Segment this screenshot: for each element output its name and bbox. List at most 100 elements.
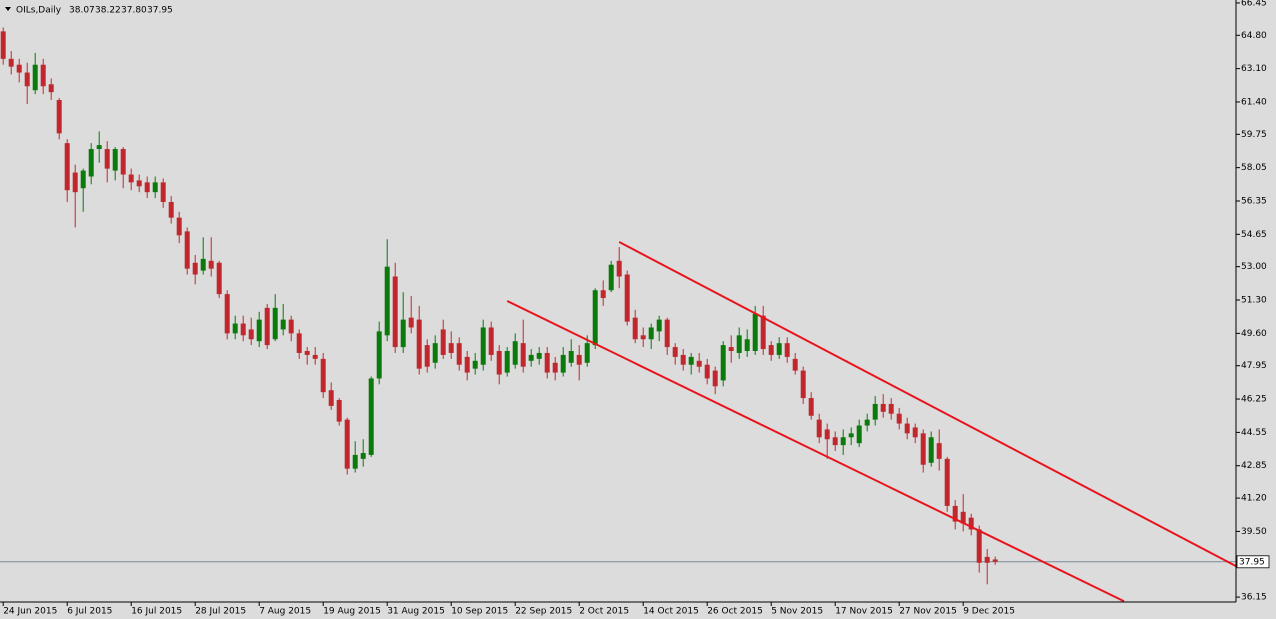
x-tick-label: 24 Jun 2015 bbox=[3, 607, 57, 617]
candle-body bbox=[320, 358, 326, 393]
candle-body bbox=[960, 511, 966, 524]
candle-body bbox=[448, 343, 454, 353]
x-tick-label: 31 Aug 2015 bbox=[387, 607, 445, 617]
candle-body bbox=[168, 201, 174, 218]
menu-triangle bbox=[5, 7, 11, 11]
candle-body bbox=[744, 339, 750, 352]
candle-body bbox=[728, 347, 734, 352]
candle-body bbox=[632, 317, 638, 340]
candle-body bbox=[848, 433, 854, 438]
candle-body bbox=[840, 437, 846, 446]
candle-body bbox=[584, 343, 590, 363]
candle-body bbox=[928, 437, 934, 463]
candle-body bbox=[304, 351, 310, 355]
candle-body bbox=[936, 443, 942, 459]
candle-body bbox=[192, 262, 198, 275]
candle-body bbox=[992, 559, 998, 562]
candle-body bbox=[640, 335, 646, 340]
candle-body bbox=[32, 64, 38, 91]
candle-body bbox=[600, 290, 606, 299]
x-tick-label: 5 Nov 2015 bbox=[771, 607, 823, 617]
plot-area bbox=[0, 27, 1237, 603]
candle-body bbox=[616, 260, 622, 277]
candle-body bbox=[296, 333, 302, 353]
y-tick-label: 46.25 bbox=[1241, 395, 1267, 405]
candle-body bbox=[720, 345, 726, 381]
candle-body bbox=[544, 352, 550, 373]
header-high: 38.22 bbox=[95, 6, 121, 16]
y-tick-label: 56.35 bbox=[1241, 196, 1267, 206]
candle-body bbox=[456, 343, 462, 365]
x-tick-label: 2 Oct 2015 bbox=[579, 607, 629, 617]
candle-body bbox=[120, 149, 126, 175]
candle-body bbox=[272, 307, 278, 340]
y-tick-label: 42.85 bbox=[1241, 461, 1267, 471]
candle-body bbox=[672, 347, 678, 357]
candle-body bbox=[232, 323, 238, 334]
candle-body bbox=[872, 403, 878, 420]
candle-body bbox=[96, 145, 102, 150]
candle-body bbox=[736, 335, 742, 353]
candle-body bbox=[760, 315, 766, 350]
candle-body bbox=[440, 329, 446, 355]
candle-body bbox=[904, 423, 910, 434]
candle-body bbox=[976, 529, 982, 563]
y-tick-label: 39.50 bbox=[1241, 527, 1267, 537]
candle-body bbox=[664, 319, 670, 348]
candle-body bbox=[416, 319, 422, 369]
candle-body bbox=[576, 354, 582, 365]
candle-body bbox=[16, 64, 22, 73]
candle-body bbox=[64, 143, 70, 191]
candle-body bbox=[336, 400, 342, 422]
candle-body bbox=[808, 398, 814, 416]
candle-body bbox=[512, 341, 518, 365]
x-tick-label: 9 Dec 2015 bbox=[963, 607, 1015, 617]
candle-body bbox=[208, 260, 214, 269]
header-low: 37.80 bbox=[121, 6, 147, 16]
candle-body bbox=[792, 358, 798, 371]
candle-body bbox=[360, 452, 366, 459]
y-tick-label: 54.65 bbox=[1241, 230, 1267, 240]
candle-body bbox=[656, 319, 662, 332]
candle-body bbox=[592, 290, 598, 346]
candle-body bbox=[312, 354, 318, 359]
y-tick-label: 53.00 bbox=[1241, 262, 1267, 272]
candle-body bbox=[112, 149, 118, 171]
candle-body bbox=[152, 182, 158, 193]
header-open: 38.07 bbox=[69, 6, 95, 16]
candle-body bbox=[224, 294, 230, 334]
x-tick-label: 17 Nov 2015 bbox=[835, 607, 893, 617]
candle-body bbox=[536, 352, 542, 359]
candle-body bbox=[880, 403, 886, 412]
candle-body bbox=[376, 331, 382, 379]
y-tick-label: 59.75 bbox=[1241, 130, 1267, 140]
candle-body bbox=[624, 274, 630, 322]
y-tick-label: 44.55 bbox=[1241, 428, 1267, 438]
candle-body bbox=[384, 266, 390, 336]
x-tick-label: 10 Sep 2015 bbox=[451, 607, 508, 617]
candle-body bbox=[184, 231, 190, 269]
x-tick-label: 16 Jul 2015 bbox=[131, 607, 182, 617]
candle-body bbox=[240, 323, 246, 336]
candle-body bbox=[352, 454, 358, 469]
trend-line bbox=[618, 241, 1237, 568]
candle-body bbox=[256, 319, 262, 342]
candle-body bbox=[136, 180, 142, 187]
x-tick-label: 27 Nov 2015 bbox=[899, 607, 957, 617]
y-tick-label: 41.20 bbox=[1241, 494, 1267, 504]
candle-body bbox=[752, 313, 758, 352]
y-tick-label: 51.30 bbox=[1241, 296, 1267, 306]
candle-body bbox=[0, 31, 6, 59]
current-price-box bbox=[1236, 555, 1270, 569]
candle-body bbox=[80, 170, 86, 189]
candle-body bbox=[200, 258, 206, 271]
candle-body bbox=[48, 84, 54, 93]
candle-body bbox=[688, 356, 694, 365]
candle-body bbox=[944, 458, 950, 506]
candle-body bbox=[824, 429, 830, 440]
x-tick-label: 22 Sep 2015 bbox=[515, 607, 572, 617]
candle-body bbox=[128, 174, 134, 183]
candle-body bbox=[888, 403, 894, 414]
